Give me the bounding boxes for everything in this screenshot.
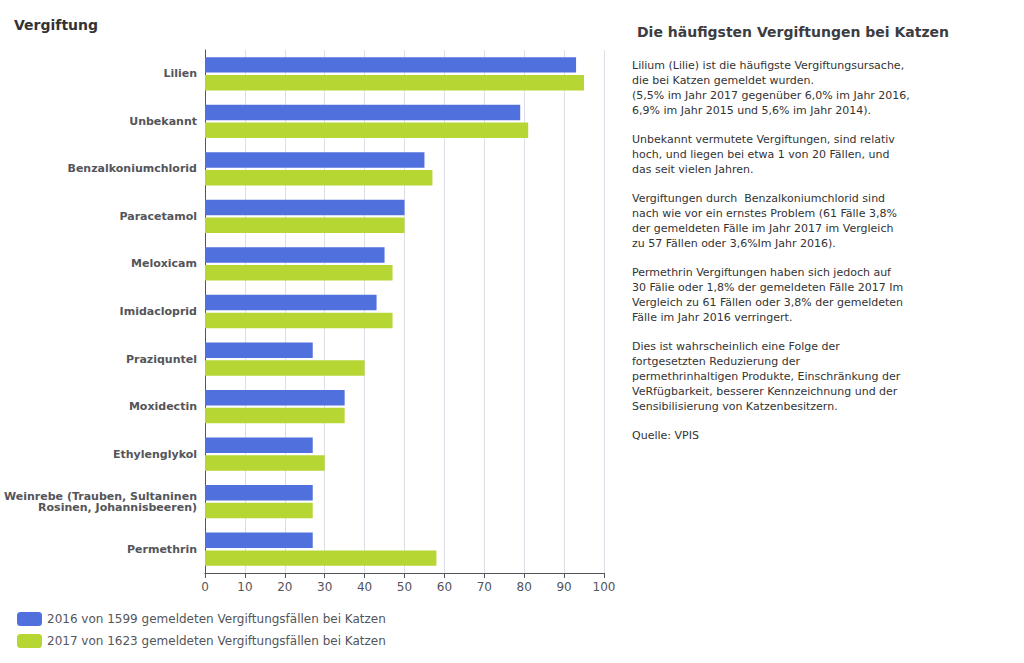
svg-text:40: 40 bbox=[357, 580, 372, 594]
svg-text:Unbekannt: Unbekannt bbox=[129, 115, 197, 128]
svg-text:Permethrin Vergiftungen haben: Permethrin Vergiftungen haben sich jedoc… bbox=[632, 266, 892, 279]
svg-text:das seit vielen Jahren.: das seit vielen Jahren. bbox=[632, 163, 753, 176]
svg-text:Die häufigsten Vergiftungen be: Die häufigsten Vergiftungen bei Katzen bbox=[637, 24, 949, 40]
svg-text:Unbekannt vermutete Vergiftung: Unbekannt vermutete Vergiftungen, sind r… bbox=[632, 133, 895, 146]
svg-text:Lilien: Lilien bbox=[163, 67, 197, 80]
svg-text:80: 80 bbox=[517, 580, 532, 594]
svg-text:VeRfügbarkeit, besserer Kennze: VeRfügbarkeit, besserer Kennzeichnung un… bbox=[632, 385, 898, 398]
svg-text:70: 70 bbox=[477, 580, 492, 594]
svg-text:Lilium (Lilie) ist die häufigs: Lilium (Lilie) ist die häufigste Vergift… bbox=[632, 59, 904, 72]
svg-text:2016 von 1599 gemeldeten Vergi: 2016 von 1599 gemeldeten Vergiftungsfäll… bbox=[47, 612, 386, 626]
svg-text:die bei Katzen gemeldet wurden: die bei Katzen gemeldet wurden. bbox=[632, 74, 814, 87]
svg-text:10: 10 bbox=[237, 580, 252, 594]
svg-text:permethrinhaltigen Produkte, E: permethrinhaltigen Produkte, Einschränku… bbox=[632, 370, 901, 383]
svg-text:2017 von 1623 gemeldeten Vergi: 2017 von 1623 gemeldeten Vergiftungsfäll… bbox=[47, 634, 386, 648]
svg-text:Meloxicam: Meloxicam bbox=[131, 257, 197, 270]
svg-text:90: 90 bbox=[556, 580, 571, 594]
svg-text:Vergiftungen durch Benzalkoni: Vergiftungen durch Benzalkoniumchlorid s… bbox=[632, 192, 885, 205]
svg-text:30 Fälie oder 1,8% der gemelde: 30 Fälie oder 1,8% der gemeldeten Fälle … bbox=[632, 281, 903, 294]
svg-text:Quelle: VPIS: Quelle: VPIS bbox=[632, 429, 699, 442]
svg-text:Moxidectin: Moxidectin bbox=[129, 400, 197, 413]
svg-text:Benzalkoniumchlorid: Benzalkoniumchlorid bbox=[68, 162, 198, 175]
svg-text:30: 30 bbox=[317, 580, 332, 594]
svg-text:20: 20 bbox=[277, 580, 292, 594]
svg-text:60: 60 bbox=[437, 580, 452, 594]
svg-text:nach wie vor ein ernstes Probl: nach wie vor ein ernstes Problem (61 Fäl… bbox=[632, 207, 897, 220]
svg-text:hoch, und liegen bei etwa 1 vo: hoch, und liegen bei etwa 1 von 20 Fälle… bbox=[632, 148, 889, 161]
svg-text:fortgesetzten Reduzierung der: fortgesetzten Reduzierung der bbox=[632, 355, 800, 368]
svg-text:Permethrin: Permethrin bbox=[127, 543, 197, 556]
svg-text:50: 50 bbox=[397, 580, 412, 594]
svg-text:Sensibilisierung von Katzenbes: Sensibilisierung von Katzenbesitzern. bbox=[632, 400, 838, 413]
svg-text:zu 57 Fällen oder 3,6%Im Jahr: zu 57 Fällen oder 3,6%Im Jahr 2016). bbox=[632, 237, 836, 250]
svg-text:0: 0 bbox=[201, 580, 209, 594]
svg-text:Vergiftung: Vergiftung bbox=[14, 17, 98, 33]
svg-text:Weinrebe (Trauben, Sultaninen: Weinrebe (Trauben, Sultaninen bbox=[4, 489, 197, 503]
svg-text:Vergleich zu 61 Fällen oder 3,: Vergleich zu 61 Fällen oder 3,8% der gem… bbox=[632, 296, 903, 309]
svg-text:Paracetamol: Paracetamol bbox=[120, 210, 198, 223]
svg-text:Rosinen, Johannisbeeren): Rosinen, Johannisbeeren) bbox=[38, 501, 197, 514]
svg-text:Imidacloprid: Imidacloprid bbox=[120, 305, 197, 318]
svg-text:der gemeldeten Fälle im Jahr 2: der gemeldeten Fälle im Jahr 2017 im Ver… bbox=[632, 222, 893, 235]
svg-text:(5,5% im Jahr 2017 gegenüber 6: (5,5% im Jahr 2017 gegenüber 6,0% im Jah… bbox=[632, 89, 910, 102]
svg-text:Ethylenglykol: Ethylenglykol bbox=[113, 448, 197, 461]
svg-text:100: 100 bbox=[593, 580, 616, 594]
svg-text:Praziquntel: Praziquntel bbox=[126, 353, 197, 366]
svg-text:Dies ist wahrscheinlich eine F: Dies ist wahrscheinlich eine Folge der bbox=[632, 340, 840, 353]
svg-text:Fälle im Jahr 2016 verringert.: Fälle im Jahr 2016 verringert. bbox=[632, 311, 792, 324]
svg-text:6,9% im Jahr 2015 und 5,6% im: 6,9% im Jahr 2015 und 5,6% im Jahr 2014)… bbox=[632, 104, 871, 117]
